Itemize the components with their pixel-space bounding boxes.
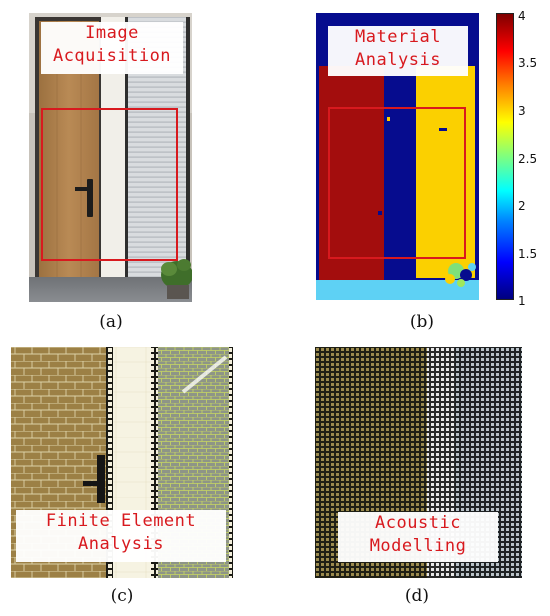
caption-b: (b) (409, 312, 435, 332)
colorbar-tick: 3 (518, 104, 526, 118)
tag-image-acquisition: Image Acquisition (41, 22, 183, 74)
tag-line-1: Finite Element (45, 511, 197, 531)
caption-a: (a) (99, 312, 123, 332)
door-handle (97, 455, 105, 503)
tag-line-2: Modelling (369, 536, 467, 556)
colorbar-tick: 3.5 (518, 56, 538, 70)
colorbar-tick: 1 (518, 294, 526, 308)
colorbar-tick: 4 (518, 9, 526, 23)
tag-acoustic-modelling: Acoustic Modelling (338, 512, 498, 562)
colorbar-tick: 2 (518, 199, 526, 213)
caption-c: (c) (110, 586, 134, 606)
tag-line-1: Acoustic (375, 513, 461, 533)
tag-material-analysis: Material Analysis (328, 26, 468, 76)
potted-plant (161, 259, 192, 299)
region-box-a (41, 108, 178, 261)
region-box-b (328, 107, 466, 259)
colorbar-tick: 1.5 (518, 247, 538, 261)
tag-line-2: Analysis (355, 50, 441, 70)
material-region-plant (445, 263, 476, 287)
colorbar (496, 13, 514, 300)
tag-finite-element: Finite Element Analysis (16, 510, 226, 562)
door-handle (87, 179, 93, 217)
tag-line-1: Material (355, 27, 441, 47)
tag-line-2: Acquisition (52, 46, 172, 66)
material-region-floor (316, 280, 479, 300)
material-region-glass (416, 66, 475, 278)
caption-d: (d) (404, 586, 430, 606)
colorbar-tick: 2.5 (518, 152, 538, 166)
tag-line-1: Image (85, 23, 139, 43)
tag-line-2: Analysis (78, 534, 164, 554)
